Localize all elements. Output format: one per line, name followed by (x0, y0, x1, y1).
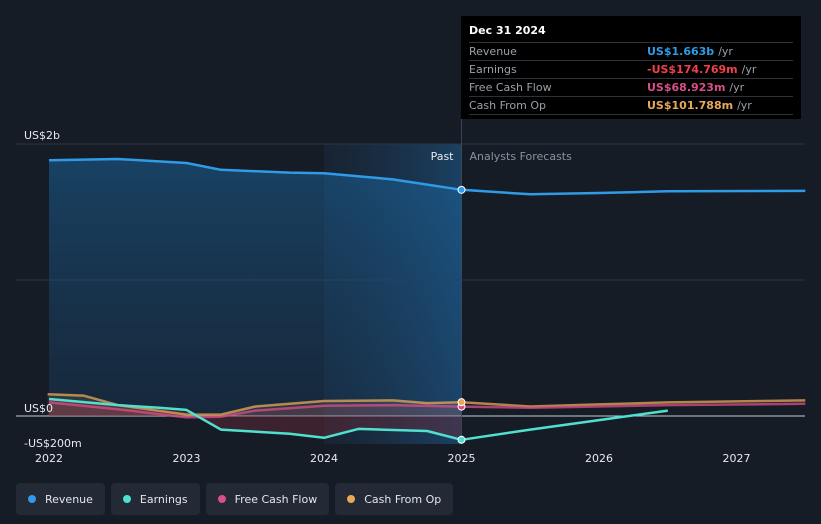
revenue-marker (457, 185, 466, 194)
revenue-past-line (48, 157, 462, 192)
tooltip-row-free-cash-flow: Free Cash Flow US$68.923m /yr (469, 79, 793, 97)
earnings-dot-icon (122, 495, 131, 503)
legend-label: Free Cash Flow (234, 492, 318, 506)
tooltip-label: Free Cash Flow (469, 81, 552, 94)
legend-label: Cash From Op (364, 492, 442, 506)
free-cash-flow-forecast-line (461, 402, 806, 410)
revenue-dot-icon (28, 495, 36, 503)
revenue-area (49, 159, 462, 416)
cash-from-op-dot-icon (347, 495, 356, 503)
x-tick-label: 2025 (448, 452, 476, 465)
tooltip-label: Earnings (469, 63, 517, 76)
x-tick-label: 2026 (585, 452, 613, 465)
cash-from-op-past-line (47, 392, 462, 416)
earnings-forecast-line (461, 409, 668, 442)
earnings-marker (457, 435, 466, 444)
free-cash-flow-dot-icon (217, 495, 226, 503)
tooltip-date: Dec 31 2024 (469, 24, 793, 43)
chart-area: US$2b US$0 -US$200m 2022 2023 2024 2025 2026 202… (16, 16, 806, 465)
tooltip-value: US$101.788m (647, 99, 734, 112)
x-tick-label: 2027 (723, 452, 751, 465)
y-tick-label: US$2b (24, 129, 60, 142)
tooltip-row-earnings: Earnings -US$174.769m /yr (469, 61, 793, 79)
tooltip-unit: /yr (729, 81, 745, 94)
y-tick-label: US$0 (24, 402, 53, 415)
free-cash-flow-past-line (48, 401, 462, 419)
chart-legend: Revenue Earnings Free Cash Flow Cash Fro… (16, 483, 454, 515)
tooltip-row-cash-from-op: Cash From Op US$101.788m /yr (469, 97, 793, 115)
cash-from-op-marker (457, 398, 466, 407)
past-label: Past (431, 150, 455, 163)
legend-item-cash-from-op[interactable]: Cash From Op (335, 483, 454, 515)
tooltip-unit: /yr (718, 45, 733, 58)
tooltip-value: -US$174.769m (647, 63, 738, 76)
tooltip-value: US$1.663b (647, 45, 715, 58)
legend-item-revenue[interactable]: Revenue (16, 483, 105, 515)
x-tick-label: 2023 (173, 452, 201, 465)
legend-label: Revenue (45, 492, 93, 506)
data-tooltip: Dec 31 2024 Revenue US$1.663b /yr Earnin… (461, 16, 801, 119)
legend-item-free-cash-flow[interactable]: Free Cash Flow (205, 483, 330, 515)
y-tick-label: -US$200m (24, 437, 82, 450)
tooltip-row-revenue: Revenue US$1.663b /yr (469, 43, 793, 61)
tooltip-unit: /yr (741, 63, 757, 76)
forecast-label: Analysts Forecasts (470, 150, 573, 163)
cash-from-op-forecast-line (461, 399, 806, 408)
x-tick-label: 2022 (35, 452, 63, 465)
tooltip-value: US$68.923m (647, 81, 726, 94)
x-tick-label: 2024 (310, 452, 338, 465)
legend-label: Earnings (139, 492, 188, 506)
tooltip-label: Revenue (469, 45, 517, 58)
revenue-forecast-line (461, 188, 806, 196)
legend-item-earnings[interactable]: Earnings (110, 483, 200, 515)
tooltip-unit: /yr (737, 99, 752, 112)
earnings-past-line (48, 397, 462, 442)
tooltip-label: Cash From Op (469, 99, 547, 112)
